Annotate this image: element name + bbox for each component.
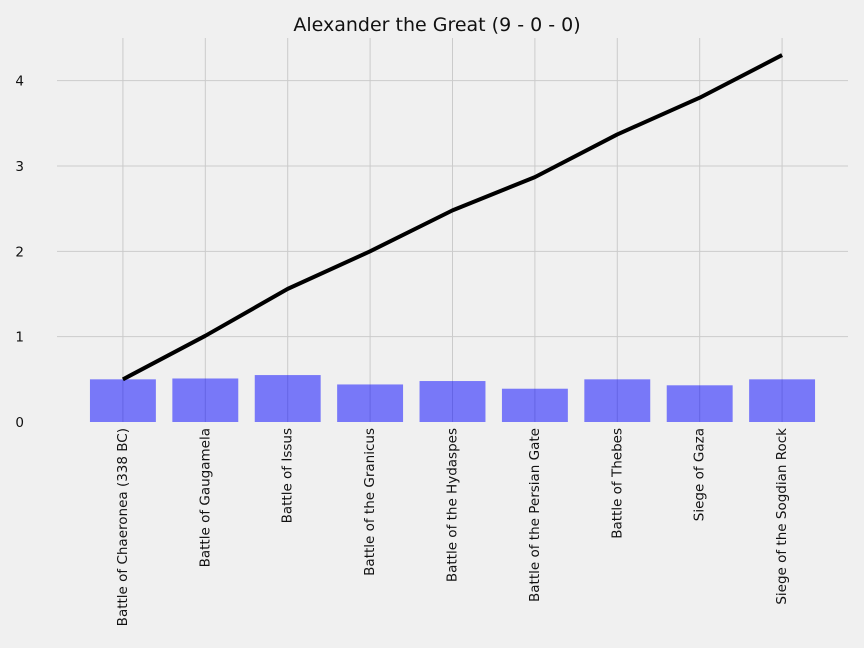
y-tick-label: 4 (15, 74, 24, 90)
y-tick-label: 3 (15, 159, 24, 175)
bar (501, 388, 568, 422)
x-tick-labels: Battle of Chaeronea (338 BC) Battle of Ga… (115, 428, 790, 627)
x-tick-label: Battle of the Hydaspes (445, 428, 461, 582)
bar (749, 379, 816, 422)
cumulative-line (121, 53, 784, 382)
line-layer (121, 53, 784, 382)
y-tick-labels: 0 1 2 3 4 (15, 74, 24, 431)
bar (584, 379, 651, 422)
bar (666, 385, 733, 422)
x-tick-label: Battle of Thebes (609, 428, 625, 539)
x-tick-label: Siege of the Sogdian Rock (774, 428, 790, 605)
bar (419, 381, 486, 422)
bar (172, 378, 239, 422)
y-tick-label: 1 (15, 330, 24, 346)
x-tick-label: Battle of the Granicus (362, 428, 378, 576)
bar-layer (89, 375, 816, 422)
x-tick-label: Siege of Gaza (692, 428, 708, 521)
bar (254, 375, 321, 422)
grid-layer (57, 38, 848, 422)
y-tick-label: 2 (15, 244, 24, 260)
bar (337, 384, 404, 422)
x-tick-label: Battle of Chaeronea (338 BC) (115, 428, 131, 626)
chart-title: Alexander the Great (9 - 0 - 0) (293, 14, 580, 36)
y-tick-label: 0 (15, 415, 24, 431)
bar (89, 379, 156, 422)
x-tick-label: Battle of the Persian Gate (527, 428, 543, 602)
x-tick-label: Battle of Gaugamela (197, 428, 213, 567)
x-tick-label: Battle of Issus (280, 428, 296, 523)
